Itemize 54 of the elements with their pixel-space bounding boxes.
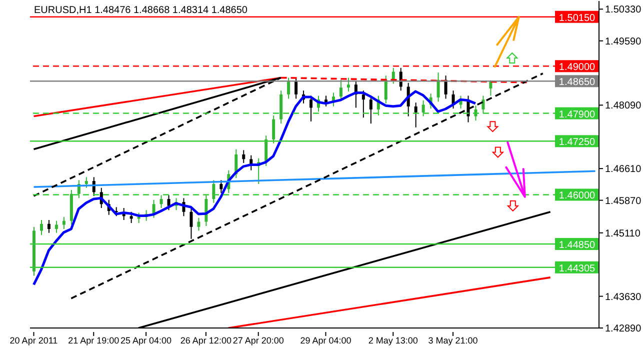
y-tick-label: 1.42890 (605, 324, 642, 335)
candlestick (167, 194, 170, 211)
candlestick (392, 67, 395, 84)
ref-line-label: 1.47250 (558, 137, 596, 148)
ref-line-label: 1.50150 (558, 12, 596, 24)
candlestick (152, 199, 156, 218)
candlestick (272, 114, 276, 144)
candlestick (310, 95, 313, 122)
ref-line-label: 1.44305 (558, 263, 596, 274)
y-tick-label: 1.45110 (605, 228, 641, 240)
ref-line-label: 1.49000 (558, 62, 596, 74)
x-tick-label: 2 May 13:00 (368, 335, 418, 346)
ref-line-label: 1.44850 (558, 240, 596, 251)
candlestick (40, 220, 43, 236)
candlestick (362, 90, 365, 118)
candlestick (212, 180, 216, 204)
x-tick-label: 21 Apr 19:00 (68, 335, 120, 346)
candlestick (294, 77, 298, 100)
candlestick (54, 220, 58, 234)
candlestick (84, 176, 88, 188)
candlestick (489, 80, 492, 96)
ref-line-label: 1.47900 (558, 109, 596, 120)
x-tick-label: 27 Apr 20:00 (232, 335, 284, 346)
candlestick (339, 79, 342, 101)
candlestick (482, 95, 485, 114)
y-tick-label: 1.45870 (605, 196, 642, 207)
candlestick (62, 216, 66, 230)
x-tick-label: 29 Apr 04:00 (300, 335, 352, 346)
x-tick-label: 26 Apr 12:00 (180, 335, 232, 346)
ref-line-label: 1.46000 (558, 190, 596, 202)
y-tick-label: 1.49590 (605, 36, 642, 48)
candlestick (414, 102, 418, 128)
candlestick (130, 211, 133, 224)
y-tick-label: 1.50330 (605, 4, 642, 16)
candlestick (287, 77, 290, 100)
candlestick (384, 75, 388, 104)
y-tick-label: 1.43630 (605, 292, 642, 303)
x-tick-label: 20 Apr 2011 (10, 335, 58, 346)
candlestick (220, 180, 223, 194)
candlestick (346, 77, 350, 92)
y-tick-label: 1.48090 (605, 100, 642, 112)
candlestick (242, 150, 246, 164)
ref-line-label: 1.48650 (558, 77, 596, 88)
chart-title: EURUSD,H1 1.48476 1.48668 1.48314 1.48650 (34, 5, 248, 16)
candlestick (197, 217, 200, 232)
candlestick (160, 194, 163, 208)
candlestick (190, 208, 193, 240)
candlestick (47, 220, 50, 234)
x-tick-label: 25 Apr 04:00 (120, 335, 172, 346)
y-tick-label: 1.46610 (605, 164, 642, 176)
candlestick (369, 95, 372, 124)
candlestick (436, 72, 440, 102)
candlestick (422, 100, 425, 117)
x-tick-label: 3 May 21:00 (428, 335, 478, 346)
